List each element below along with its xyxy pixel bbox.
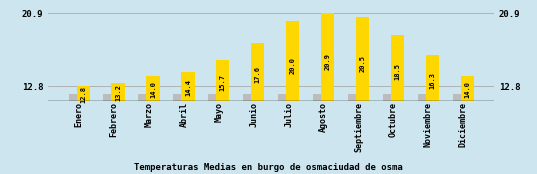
Bar <box>147 76 159 101</box>
Bar <box>356 17 369 101</box>
Bar <box>208 94 221 101</box>
Text: 13.2: 13.2 <box>115 84 121 101</box>
Text: 12.8: 12.8 <box>80 86 86 103</box>
Bar <box>182 72 194 101</box>
Bar <box>278 94 291 101</box>
Text: 18.5: 18.5 <box>394 63 401 80</box>
Text: 15.7: 15.7 <box>220 74 226 91</box>
Bar <box>321 13 334 101</box>
Bar <box>418 94 431 101</box>
Text: Temperaturas Medias en burgo de osmaciudad de osma: Temperaturas Medias en burgo de osmaciud… <box>134 163 403 172</box>
Bar <box>216 60 229 101</box>
Bar <box>77 86 90 101</box>
Bar <box>426 55 439 101</box>
Bar <box>139 94 151 101</box>
Bar <box>173 94 186 101</box>
Bar <box>391 35 404 101</box>
Text: 20.0: 20.0 <box>289 57 295 74</box>
Bar <box>453 94 466 101</box>
Text: 20.5: 20.5 <box>359 55 366 72</box>
Text: 16.3: 16.3 <box>429 72 436 89</box>
Bar <box>104 94 117 101</box>
Text: 20.9: 20.9 <box>324 53 331 70</box>
Bar <box>461 76 474 101</box>
Bar <box>286 21 299 101</box>
Text: 14.0: 14.0 <box>150 81 156 98</box>
Bar <box>383 94 396 101</box>
Bar <box>69 94 82 101</box>
Text: 17.6: 17.6 <box>255 66 260 83</box>
Bar <box>348 94 361 101</box>
Text: 14.4: 14.4 <box>185 79 191 96</box>
Bar <box>243 94 256 101</box>
Bar <box>112 83 125 101</box>
Text: 14.0: 14.0 <box>464 81 470 98</box>
Bar <box>313 94 326 101</box>
Bar <box>251 43 264 101</box>
